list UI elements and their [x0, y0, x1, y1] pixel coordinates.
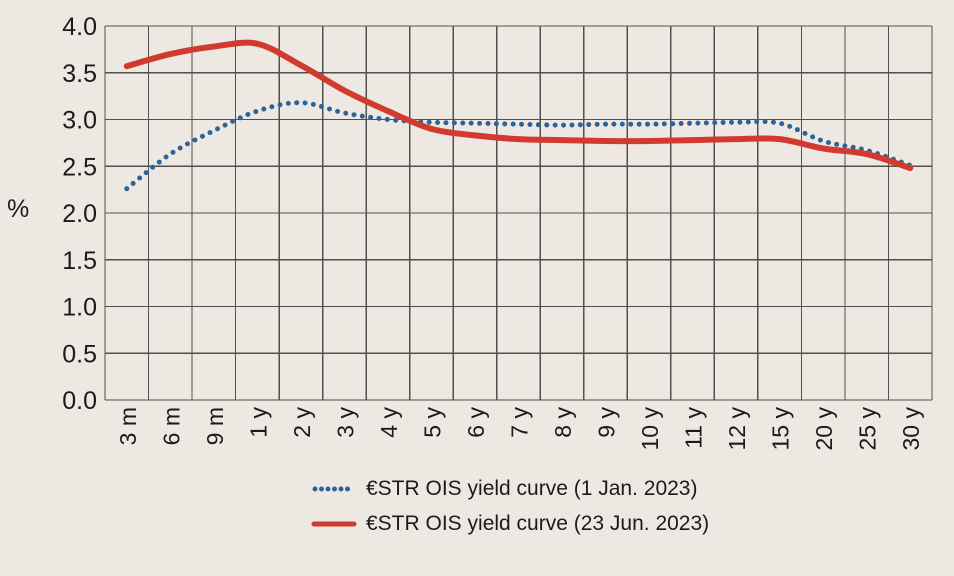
y-axis-unit-label: %: [7, 195, 30, 223]
x-tick-label: 2 y: [289, 407, 315, 438]
y-tick-label: 4.0: [62, 13, 97, 41]
dotted-line-marker-icon: [312, 486, 356, 491]
x-tick-label: 6 m: [158, 407, 184, 445]
x-tick-label: 7 y: [507, 407, 533, 438]
x-tick-label: 12 y: [724, 407, 750, 451]
x-tick-label: 9 y: [594, 407, 620, 438]
x-tick-label: 6 y: [463, 407, 489, 438]
x-tick-label: 4 y: [376, 407, 402, 438]
y-tick-label: 0.0: [62, 387, 97, 415]
x-tick-label: 25 y: [855, 407, 881, 451]
legend: €STR OIS yield curve (1 Jan. 2023) €STR …: [311, 476, 709, 546]
x-tick-label: 3 y: [332, 407, 358, 438]
y-tick-label: 2.0: [62, 200, 97, 228]
x-tick-label: 11 y: [681, 407, 707, 449]
x-tick-label: 1 y: [245, 407, 271, 438]
x-tick-label: 8 y: [550, 407, 576, 438]
y-tick-label: 1.5: [62, 247, 97, 275]
y-tick-label: 2.5: [62, 153, 97, 181]
plot-area: 4.0 3.5 3.0 2.5 2.0 1.5 1.0 0.5 0.0 3 m 6 m 9 m 1 y 2…: [62, 13, 933, 451]
x-tick-label: 30 y: [898, 407, 924, 451]
x-tick-label: 15 y: [768, 407, 794, 451]
x-tick-label: 20 y: [811, 407, 837, 451]
series-line-jan: [124, 100, 913, 192]
x-tick-label: 10 y: [637, 407, 663, 451]
legend-item-jan: €STR OIS yield curve (1 Jan. 2023): [311, 476, 709, 501]
y-tick-label: 0.5: [62, 340, 97, 368]
solid-line-marker-icon: [311, 521, 357, 526]
x-tick-label: 5 y: [419, 407, 445, 438]
series-line-jun: [123, 39, 914, 172]
y-tick-label: 3.5: [62, 60, 97, 88]
legend-label-jun: €STR OIS yield curve (23 Jun. 2023): [366, 511, 710, 535]
legend-label-jan: €STR OIS yield curve (1 Jan. 2023): [366, 476, 698, 500]
y-tick-label: 3.0: [62, 107, 97, 135]
y-tick-label: 1.0: [62, 294, 97, 322]
x-tick-label: 3 m: [115, 407, 141, 445]
x-tick-label: 9 m: [202, 407, 228, 445]
legend-item-jun: €STR OIS yield curve (23 Jun. 2023): [311, 511, 709, 536]
